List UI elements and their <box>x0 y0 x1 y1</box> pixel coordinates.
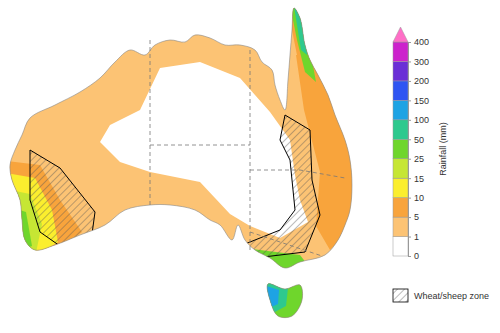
tick-mark <box>408 42 411 43</box>
tick-mark <box>408 61 411 62</box>
tick-label: 400 <box>414 37 429 47</box>
colorbar-band <box>393 159 408 178</box>
rainfall-zone <box>260 280 288 320</box>
wheat-sheep-zone <box>30 150 95 246</box>
rainfall-zone <box>260 280 310 320</box>
colorbar-band <box>393 198 408 217</box>
colorbar-axis: 01510152550100150200300400 <box>408 37 429 261</box>
tick: 400 <box>408 37 429 47</box>
colorbar-title: Rainfall (mm) <box>438 122 448 176</box>
tick-mark <box>408 100 411 101</box>
rainfall-zone <box>0 0 360 330</box>
tick: 0 <box>408 251 419 261</box>
colorbar-band <box>393 120 408 139</box>
colorbar-band <box>393 61 408 80</box>
tick-mark <box>408 139 411 140</box>
tick: 10 <box>408 193 424 203</box>
coastline <box>10 8 352 268</box>
tick-label: 300 <box>414 57 429 67</box>
colorbar-band <box>393 81 408 100</box>
tick-mark <box>408 120 411 121</box>
coastline <box>267 284 302 318</box>
tick-mark <box>408 81 411 82</box>
state-border <box>250 170 345 178</box>
tick: 25 <box>408 154 424 164</box>
tick: 5 <box>408 212 419 222</box>
tick-label: 100 <box>414 115 429 125</box>
tick-label: 150 <box>414 96 429 106</box>
state-border <box>150 145 250 146</box>
tick: 200 <box>408 76 429 86</box>
colorbar-band <box>393 139 408 158</box>
colorbar-band <box>393 100 408 119</box>
colorbar-band <box>393 237 408 256</box>
zone-legend-label: Wheat/sheep zone <box>414 291 489 301</box>
rainfall-zone <box>0 204 32 258</box>
wheat-sheep-zone <box>240 115 320 258</box>
colorbar-band <box>393 217 408 236</box>
colorbar-overflow <box>393 27 408 42</box>
tick-label: 0 <box>414 251 419 261</box>
tick-mark <box>408 178 411 179</box>
colorbar <box>393 27 408 256</box>
colorbar-band <box>393 42 408 61</box>
rainfall-zones <box>0 0 360 330</box>
tick-mark <box>408 256 411 257</box>
tick-label: 10 <box>414 193 424 203</box>
tick-label: 25 <box>414 154 424 164</box>
state-border <box>250 50 251 250</box>
map-figure: 01510152550100150200300400Rainfall (mm)W… <box>0 0 500 333</box>
tick: 1 <box>408 232 419 242</box>
tick-mark <box>408 217 411 218</box>
tick-label: 200 <box>414 76 429 86</box>
zone-legend-swatch <box>393 289 408 302</box>
axis-line <box>409 43 412 257</box>
colorbar-band <box>393 178 408 197</box>
rainfall-zone <box>100 62 308 238</box>
state-border <box>250 232 322 256</box>
tick: 100 <box>408 115 429 125</box>
tick-mark <box>408 198 411 199</box>
state-border <box>150 40 151 208</box>
tick-label: 50 <box>414 135 424 145</box>
tick: 15 <box>408 174 424 184</box>
tick-mark <box>408 159 411 160</box>
tick: 300 <box>408 57 429 67</box>
coastline <box>10 8 352 318</box>
tick: 150 <box>408 96 429 106</box>
tick-label: 5 <box>414 212 419 222</box>
tick-label: 15 <box>414 174 424 184</box>
tick-label: 1 <box>414 232 419 242</box>
tick-mark <box>408 237 411 238</box>
tick: 50 <box>408 135 424 145</box>
